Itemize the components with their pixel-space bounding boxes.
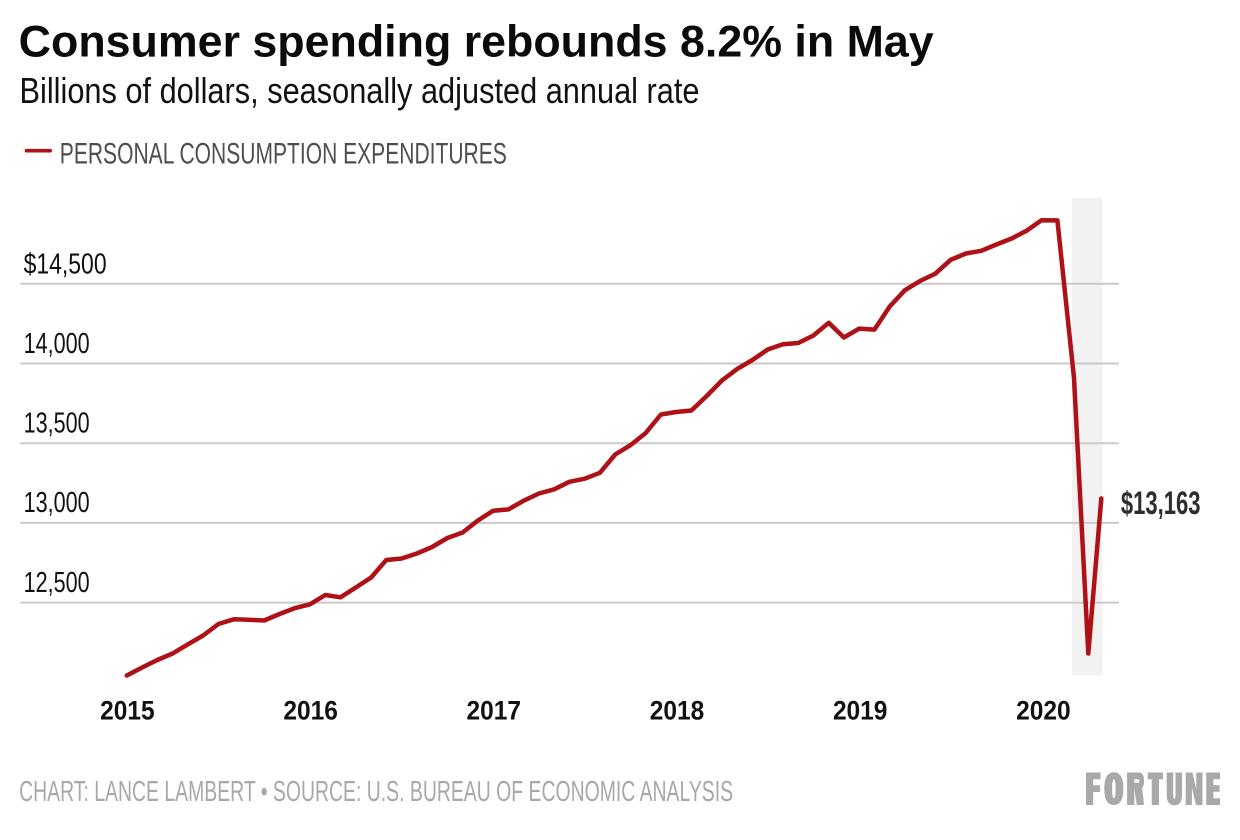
svg-text:CHART: LANCE LAMBERT • SOURCE:: CHART: LANCE LAMBERT • SOURCE: U.S. BURE… [19, 776, 733, 808]
svg-text:12,500: 12,500 [24, 567, 90, 599]
svg-text:$14,500: $14,500 [24, 248, 107, 280]
svg-text:$13,163: $13,163 [1121, 485, 1201, 521]
svg-text:2020: 2020 [1016, 696, 1071, 726]
svg-text:13,000: 13,000 [24, 487, 90, 519]
svg-text:Billions of dollars, seasonall: Billions of dollars, seasonally adjusted… [20, 70, 700, 111]
svg-text:2017: 2017 [467, 696, 522, 726]
svg-text:2015: 2015 [100, 696, 155, 726]
svg-text:Consumer spending rebounds 8.2: Consumer spending rebounds 8.2% in May [19, 18, 934, 67]
svg-text:13,500: 13,500 [24, 408, 90, 440]
svg-text:2018: 2018 [650, 696, 705, 726]
svg-text:2019: 2019 [833, 696, 888, 726]
svg-text:PERSONAL CONSUMPTION EXPENDITU: PERSONAL CONSUMPTION EXPENDITURES [60, 138, 507, 171]
svg-text:2016: 2016 [283, 696, 338, 726]
svg-text:14,000: 14,000 [24, 328, 90, 360]
